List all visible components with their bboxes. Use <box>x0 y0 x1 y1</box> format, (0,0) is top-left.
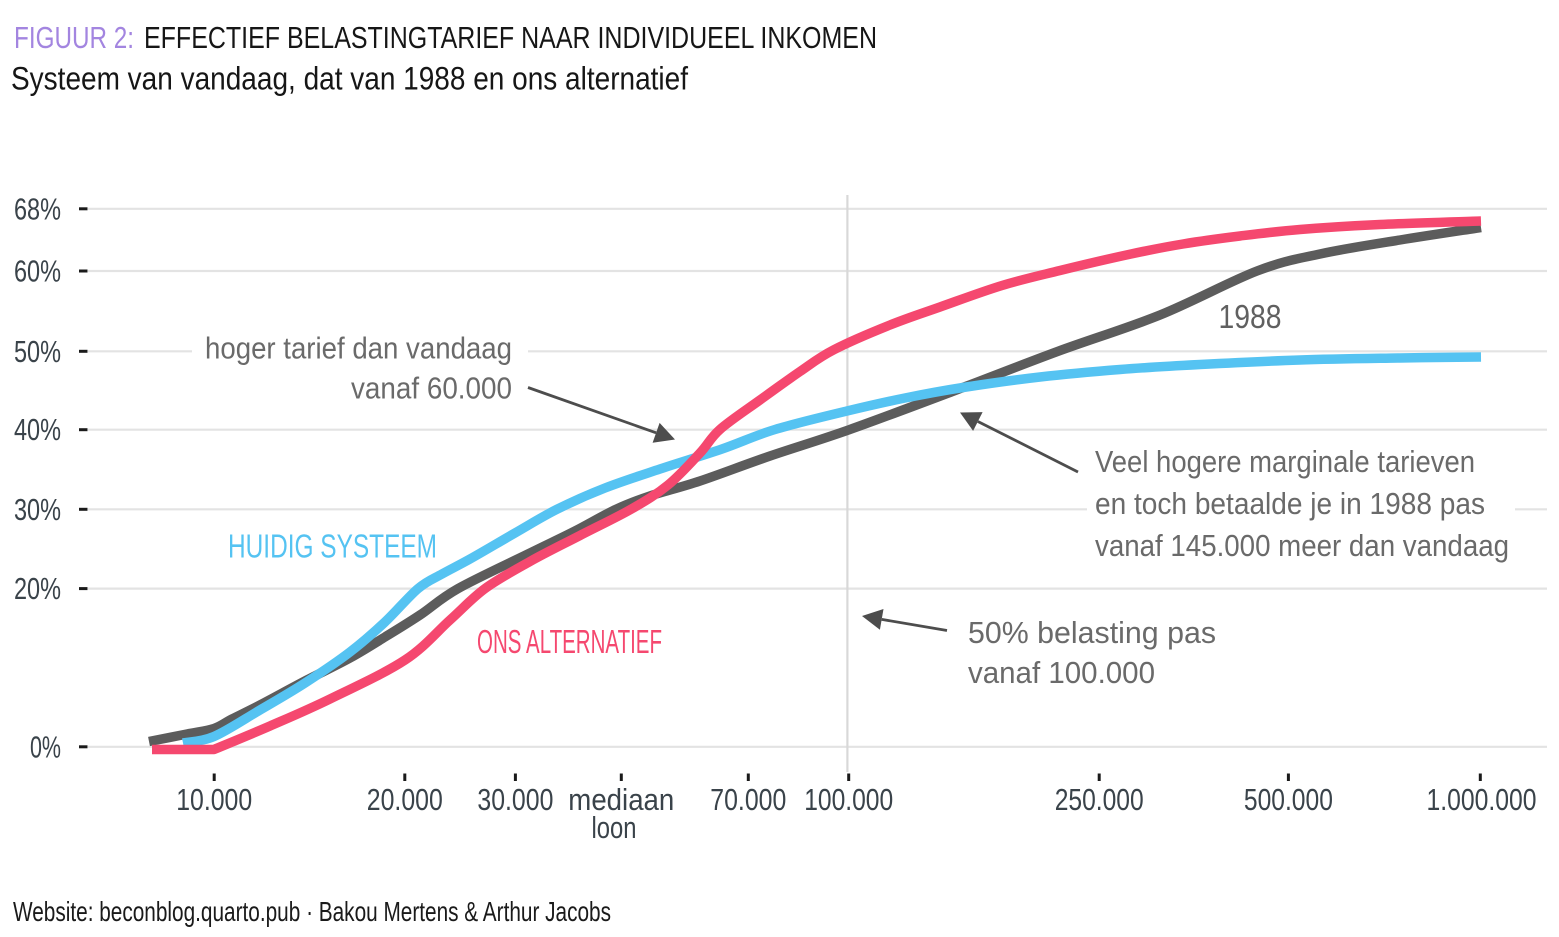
svg-text:Website: beconblog.quarto.pub: Website: beconblog.quarto.pub · Bakou Me… <box>13 896 611 927</box>
svg-text:30%: 30% <box>14 492 61 527</box>
svg-text:250.000: 250.000 <box>1055 782 1144 817</box>
svg-text:1.000.000: 1.000.000 <box>1427 782 1537 817</box>
svg-text:mediaan: mediaan <box>568 782 674 817</box>
svg-text:20%: 20% <box>14 571 61 606</box>
svg-text:50%: 50% <box>14 334 61 369</box>
svg-text:40%: 40% <box>14 412 61 447</box>
svg-text:EFFECTIEF BELASTINGTARIEF NAAR: EFFECTIEF BELASTINGTARIEF NAAR INDIVIDUE… <box>144 20 877 55</box>
svg-text:68%: 68% <box>14 191 61 226</box>
svg-text:hoger tarief dan vandaag: hoger tarief dan vandaag <box>205 331 512 366</box>
svg-text:Systeem van vandaag, dat van 1: Systeem van vandaag, dat van 1988 en ons… <box>11 61 688 97</box>
svg-text:ONS ALTERNATIEF: ONS ALTERNATIEF <box>477 624 662 661</box>
svg-text:HUIDIG SYSTEEM: HUIDIG SYSTEEM <box>228 529 437 566</box>
svg-text:70.000: 70.000 <box>710 782 786 817</box>
svg-text:100.000: 100.000 <box>804 782 893 817</box>
svg-text:500.000: 500.000 <box>1244 782 1333 817</box>
svg-text:en toch betaalde je in 1988 pa: en toch betaalde je in 1988 pas <box>1095 486 1485 521</box>
svg-text:vanaf 100.000: vanaf 100.000 <box>968 655 1155 690</box>
svg-text:FIGUUR 2:: FIGUUR 2: <box>14 20 134 55</box>
svg-text:50% belasting pas: 50% belasting pas <box>968 615 1216 650</box>
svg-text:Veel hogere marginale tarieven: Veel hogere marginale tarieven <box>1095 444 1475 479</box>
svg-text:60%: 60% <box>14 254 61 289</box>
svg-text:0%: 0% <box>30 729 61 764</box>
svg-text:vanaf 60.000: vanaf 60.000 <box>351 371 512 406</box>
svg-text:loon: loon <box>592 810 637 845</box>
svg-text:vanaf 145.000 meer dan vandaag: vanaf 145.000 meer dan vandaag <box>1095 528 1509 563</box>
svg-text:1988: 1988 <box>1219 299 1282 336</box>
svg-text:30.000: 30.000 <box>477 782 553 817</box>
svg-text:10.000: 10.000 <box>176 782 252 817</box>
svg-text:20.000: 20.000 <box>367 782 443 817</box>
